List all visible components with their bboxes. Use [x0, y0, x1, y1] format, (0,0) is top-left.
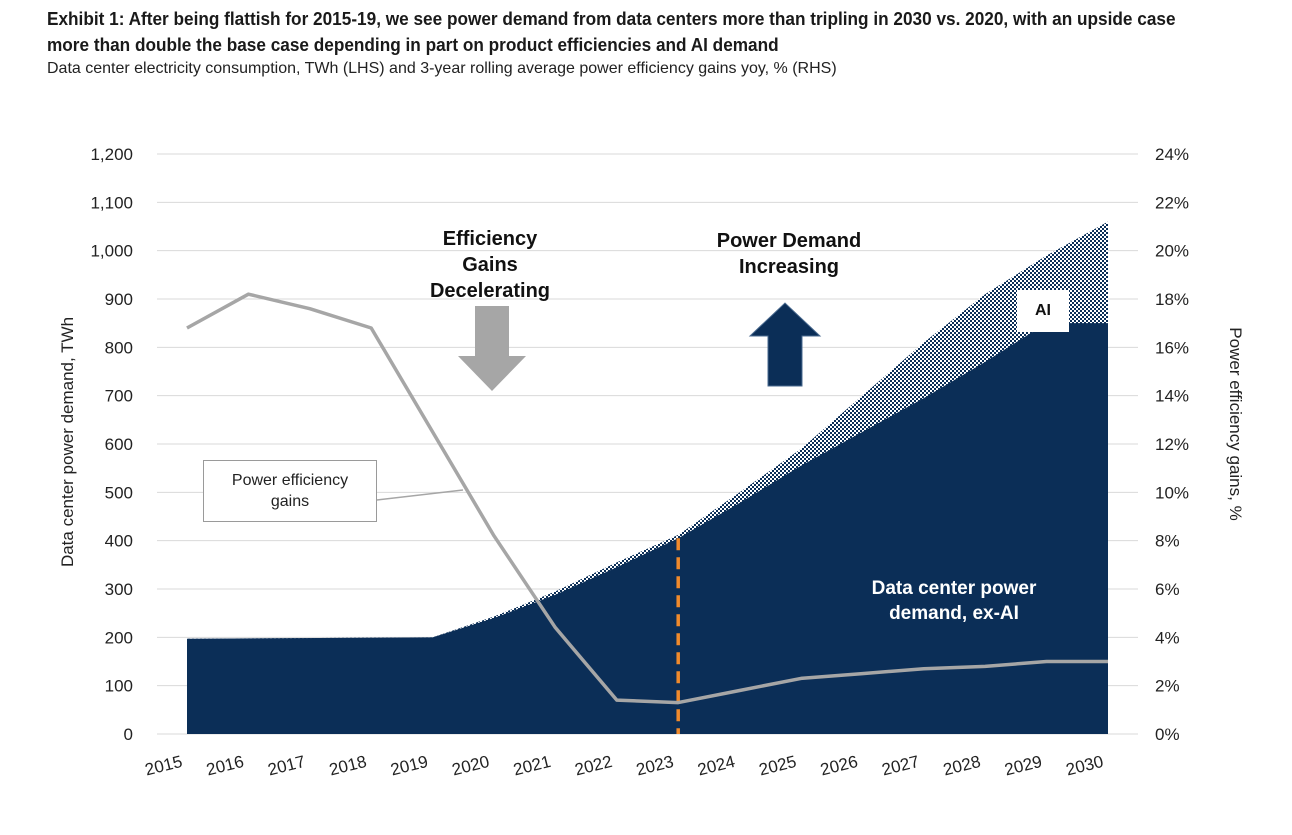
- left-tick-label: 600: [105, 435, 133, 454]
- right-tick-label: 20%: [1155, 242, 1189, 261]
- arrow-up-icon: [748, 302, 822, 387]
- left-axis-label: Data center power demand, TWh: [58, 317, 77, 567]
- ai-label: AI: [1035, 302, 1051, 319]
- ai-label-box: AI: [1017, 290, 1069, 332]
- x-tick-label: 2029: [1003, 752, 1044, 780]
- right-tick-label: 6%: [1155, 580, 1180, 599]
- x-tick-label: 2022: [573, 752, 614, 780]
- left-tick-label: 100: [105, 677, 133, 696]
- chart-subtitle: Data center electricity consumption, TWh…: [47, 60, 837, 77]
- right-tick-label: 16%: [1155, 338, 1189, 357]
- ex-ai-area: [187, 323, 1108, 734]
- ex-ai-area-label: demand, ex-AI: [889, 603, 1019, 624]
- left-tick-label: 800: [105, 338, 133, 357]
- x-tick-label: 2016: [204, 752, 245, 780]
- right-axis-ticks: 0% 2% 4% 6% 8% 10% 12% 14% 16% 18% 20% 22% 24%: [1155, 145, 1189, 744]
- x-tick-label: 2017: [266, 752, 307, 780]
- x-tick-label: 2021: [511, 752, 552, 780]
- right-tick-label: 12%: [1155, 435, 1189, 454]
- right-tick-label: 4%: [1155, 628, 1180, 647]
- efficiency-annotation: Decelerating: [430, 280, 550, 302]
- chart-title: Exhibit 1: After being flattish for 2015…: [47, 8, 1176, 55]
- x-tick-label: 2020: [450, 752, 491, 780]
- efficiency-annotation: Efficiency: [443, 228, 538, 250]
- x-tick-label: 2027: [880, 752, 921, 780]
- right-tick-label: 10%: [1155, 483, 1189, 502]
- demand-annotation: Power Demand: [717, 230, 861, 252]
- x-tick-label: 2028: [941, 752, 982, 780]
- arrow-down-icon: [458, 306, 526, 391]
- line-series: [186, 292, 1108, 705]
- efficiency-annotation: Gains: [462, 254, 518, 276]
- x-tick-label: 2015: [143, 752, 184, 780]
- right-tick-label: 0%: [1155, 725, 1180, 744]
- x-tick-label: 2019: [389, 752, 430, 780]
- left-tick-label: 1,200: [90, 145, 133, 164]
- demand-annotation: Increasing: [739, 256, 839, 278]
- x-tick-label: 2030: [1064, 752, 1105, 780]
- left-tick-label: 500: [105, 483, 133, 502]
- callout-leader: [376, 489, 464, 501]
- left-tick-label: 700: [105, 387, 133, 406]
- x-tick-label: 2023: [634, 752, 675, 780]
- x-tick-label: 2025: [757, 752, 798, 780]
- x-tick-label: 2026: [818, 752, 859, 780]
- x-axis-ticks: 2015 2016 2017 2018 2019 2020 2021 2022 2023 2024…: [143, 752, 1105, 780]
- left-tick-label: 200: [105, 628, 133, 647]
- x-tick-label: 2024: [696, 752, 737, 780]
- chart-annotations: Efficiency Gains Decelerating Power Demand I…: [430, 228, 1037, 624]
- left-tick-label: 300: [105, 580, 133, 599]
- right-tick-label: 24%: [1155, 145, 1189, 164]
- left-axis-ticks: 0 100 200 300 400 500 600 700 800 900 1,000 1,100 1,…: [90, 145, 133, 744]
- left-tick-label: 900: [105, 290, 133, 309]
- efficiency-line: [186, 292, 1108, 705]
- left-tick-label: 1,000: [90, 242, 133, 261]
- right-tick-label: 22%: [1155, 193, 1189, 212]
- left-tick-label: 0: [124, 725, 133, 744]
- right-axis-label: Power efficiency gains, %: [1226, 327, 1245, 520]
- annotation-arrows: [458, 302, 822, 391]
- right-tick-label: 14%: [1155, 387, 1189, 406]
- ex-ai-area-label: Data center power: [872, 578, 1037, 599]
- callout-power-efficiency: Power efficiency gains: [203, 460, 377, 522]
- left-tick-label: 400: [105, 532, 133, 551]
- right-tick-label: 8%: [1155, 532, 1180, 551]
- right-tick-label: 18%: [1155, 290, 1189, 309]
- x-tick-label: 2018: [327, 752, 368, 780]
- callout-label: Power efficiency gains: [231, 472, 349, 510]
- left-tick-label: 1,100: [90, 193, 133, 212]
- right-tick-label: 2%: [1155, 677, 1180, 696]
